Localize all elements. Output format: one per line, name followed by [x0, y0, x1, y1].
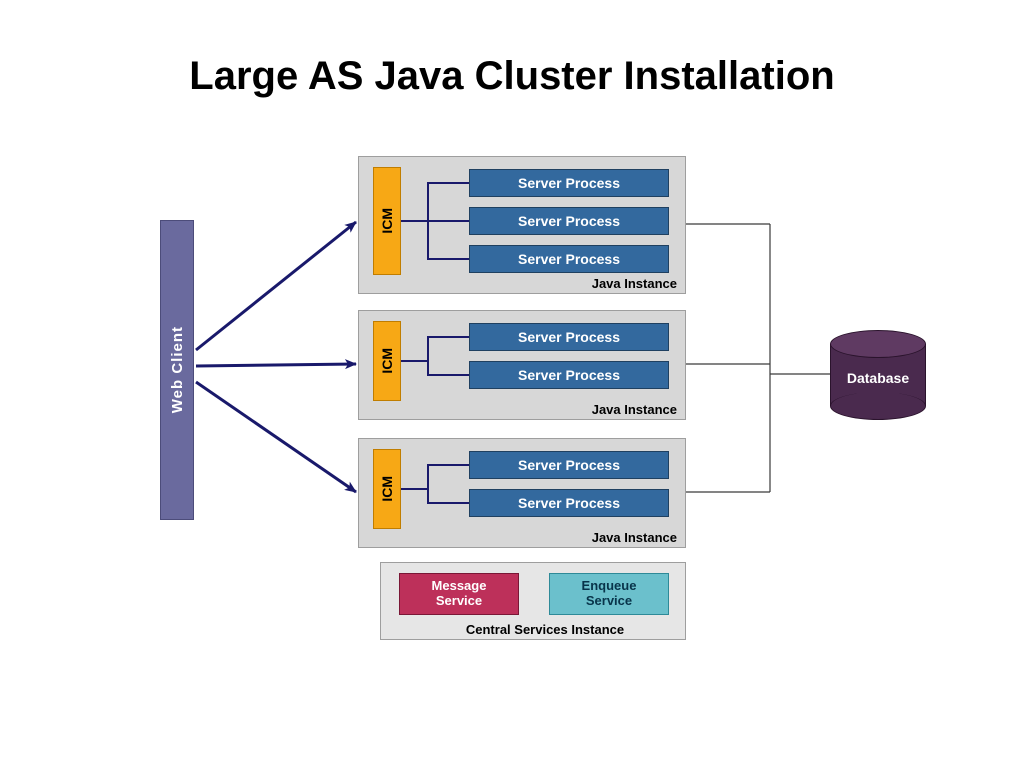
server-process-box: Server Process	[469, 451, 669, 479]
server-process-box: Server Process	[469, 207, 669, 235]
architecture-diagram: Web Client ICM Server Process Server Proce…	[0, 150, 1024, 750]
server-process-box: Server Process	[469, 245, 669, 273]
database-cylinder: Database	[830, 330, 926, 420]
server-process-box: Server Process	[469, 361, 669, 389]
java-instance-caption: Java Instance	[592, 402, 677, 417]
web-client-box: Web Client	[160, 220, 194, 520]
web-client-label: Web Client	[169, 326, 186, 413]
page-title: Large AS Java Cluster Installation	[0, 54, 1024, 99]
icm-box: ICM	[373, 167, 401, 275]
icm-box: ICM	[373, 321, 401, 401]
java-instance-box: ICM Server Process Server Process Java Inst…	[358, 310, 686, 420]
central-services-caption: Central Services Instance	[393, 622, 697, 637]
java-instance-box: ICM Server Process Server Process Server Pr…	[358, 156, 686, 294]
java-instance-caption: Java Instance	[592, 276, 677, 291]
database-label: Database	[830, 370, 926, 386]
server-process-box: Server Process	[469, 169, 669, 197]
java-instance-caption: Java Instance	[592, 530, 677, 545]
message-service-box: MessageService	[399, 573, 519, 615]
central-services-box: MessageService EnqueueService Central Se…	[380, 562, 686, 640]
icm-box: ICM	[373, 449, 401, 529]
server-process-box: Server Process	[469, 489, 669, 517]
icm-label: ICM	[379, 476, 395, 502]
server-process-box: Server Process	[469, 323, 669, 351]
icm-label: ICM	[379, 348, 395, 374]
icm-label: ICM	[379, 208, 395, 234]
enqueue-service-box: EnqueueService	[549, 573, 669, 615]
java-instance-box: ICM Server Process Server Process Java Inst…	[358, 438, 686, 548]
